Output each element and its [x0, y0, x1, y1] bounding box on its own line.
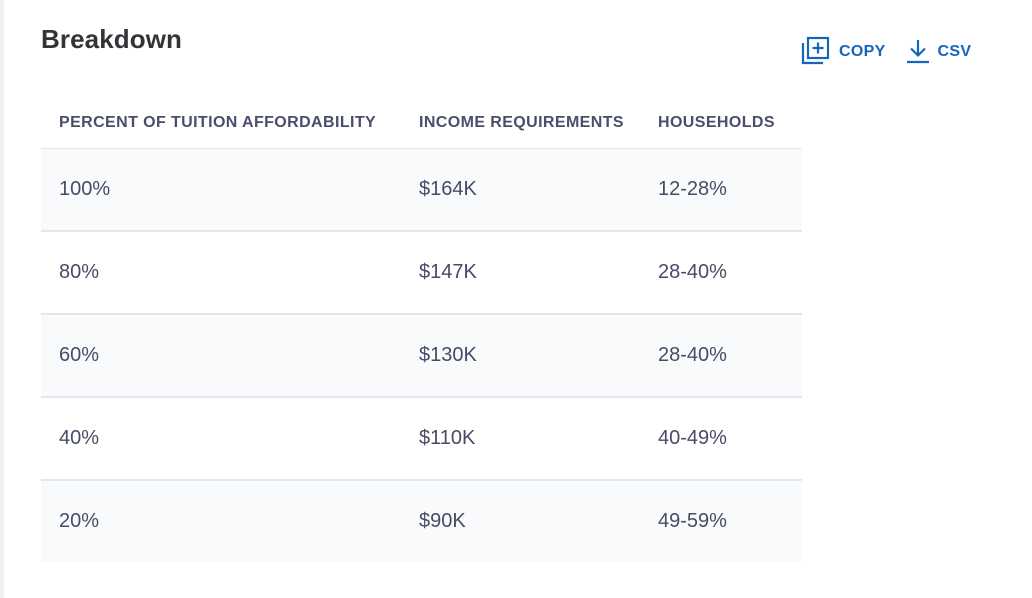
- tuition-affordability-cell: 40%: [41, 397, 401, 481]
- table-row: 80% $147K 28-40%: [41, 231, 802, 315]
- tuition-affordability-cell: 100%: [41, 148, 401, 232]
- page-title: Breakdown: [41, 24, 183, 54]
- households-cell: 28-40%: [640, 231, 802, 315]
- income-requirement-cell: $130K: [401, 314, 640, 398]
- column-header-income-requirements: INCOME REQUIREMENTS: [401, 98, 640, 149]
- copy-icon: [801, 36, 830, 65]
- tuition-affordability-cell: 60%: [41, 314, 401, 398]
- csv-label: CSV: [937, 42, 972, 60]
- income-requirement-cell: $164K: [401, 148, 640, 232]
- table-row: 40% $110K 40-49%: [41, 397, 802, 481]
- left-rail: [0, 0, 4, 598]
- column-header-households: HOUSEHOLDS: [640, 98, 802, 149]
- table-header-row: PERCENT OF TUITION AFFORDABILITY INCOME …: [41, 98, 802, 149]
- households-cell: 28-40%: [640, 314, 802, 398]
- tuition-affordability-cell: 80%: [41, 231, 401, 315]
- csv-download-button[interactable]: CSV: [906, 38, 972, 64]
- copy-label: COPY: [839, 42, 886, 60]
- table-row: 20% $90K 49-59%: [41, 480, 802, 562]
- households-cell: 40-49%: [640, 397, 802, 481]
- income-requirement-cell: $110K: [401, 397, 640, 481]
- download-icon: [906, 38, 930, 64]
- table-actions: COPY CSV: [801, 36, 971, 65]
- households-cell: 12-28%: [640, 148, 802, 232]
- copy-button[interactable]: COPY: [801, 36, 886, 65]
- income-requirement-cell: $90K: [401, 480, 640, 562]
- table-row: 60% $130K 28-40%: [41, 314, 802, 398]
- table-row: 100% $164K 12-28%: [41, 148, 802, 232]
- tuition-affordability-cell: 20%: [41, 480, 401, 562]
- column-header-tuition-affordability: PERCENT OF TUITION AFFORDABILITY: [41, 98, 401, 149]
- breakdown-table: PERCENT OF TUITION AFFORDABILITY INCOME …: [41, 98, 802, 562]
- income-requirement-cell: $147K: [401, 231, 640, 315]
- households-cell: 49-59%: [640, 480, 802, 562]
